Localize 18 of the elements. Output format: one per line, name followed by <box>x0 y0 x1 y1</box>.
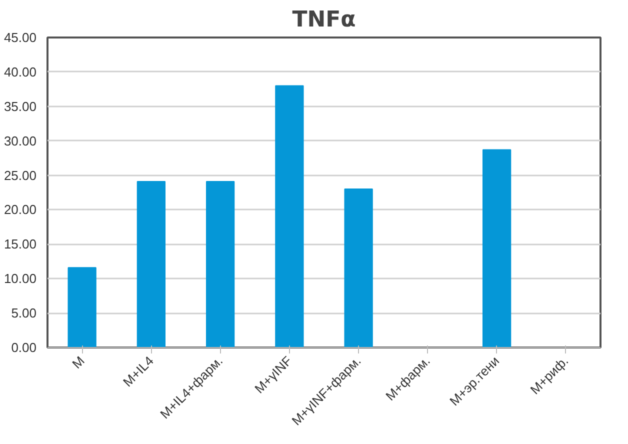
bar <box>275 85 304 348</box>
x-tick-label: M <box>69 353 88 372</box>
y-tick-label: 30.00 <box>4 133 37 148</box>
y-tick-label: 10.00 <box>4 271 37 286</box>
y-tick-label: 45.00 <box>4 30 37 45</box>
y-tick-label: 0.00 <box>11 340 37 355</box>
y-tick-label: 5.00 <box>11 306 37 321</box>
bar <box>344 188 373 348</box>
bar <box>482 149 512 348</box>
bar <box>68 267 96 348</box>
y-tick-label: 40.00 <box>4 64 37 80</box>
bar <box>206 180 235 348</box>
chart-title: TNFα <box>292 8 356 32</box>
y-tick-label: 20.00 <box>4 202 37 218</box>
bar <box>136 180 166 348</box>
y-tick-label: 15.00 <box>4 236 37 252</box>
y-tick-label: 25.00 <box>4 168 37 183</box>
y-tick-label: 35.00 <box>4 98 37 114</box>
